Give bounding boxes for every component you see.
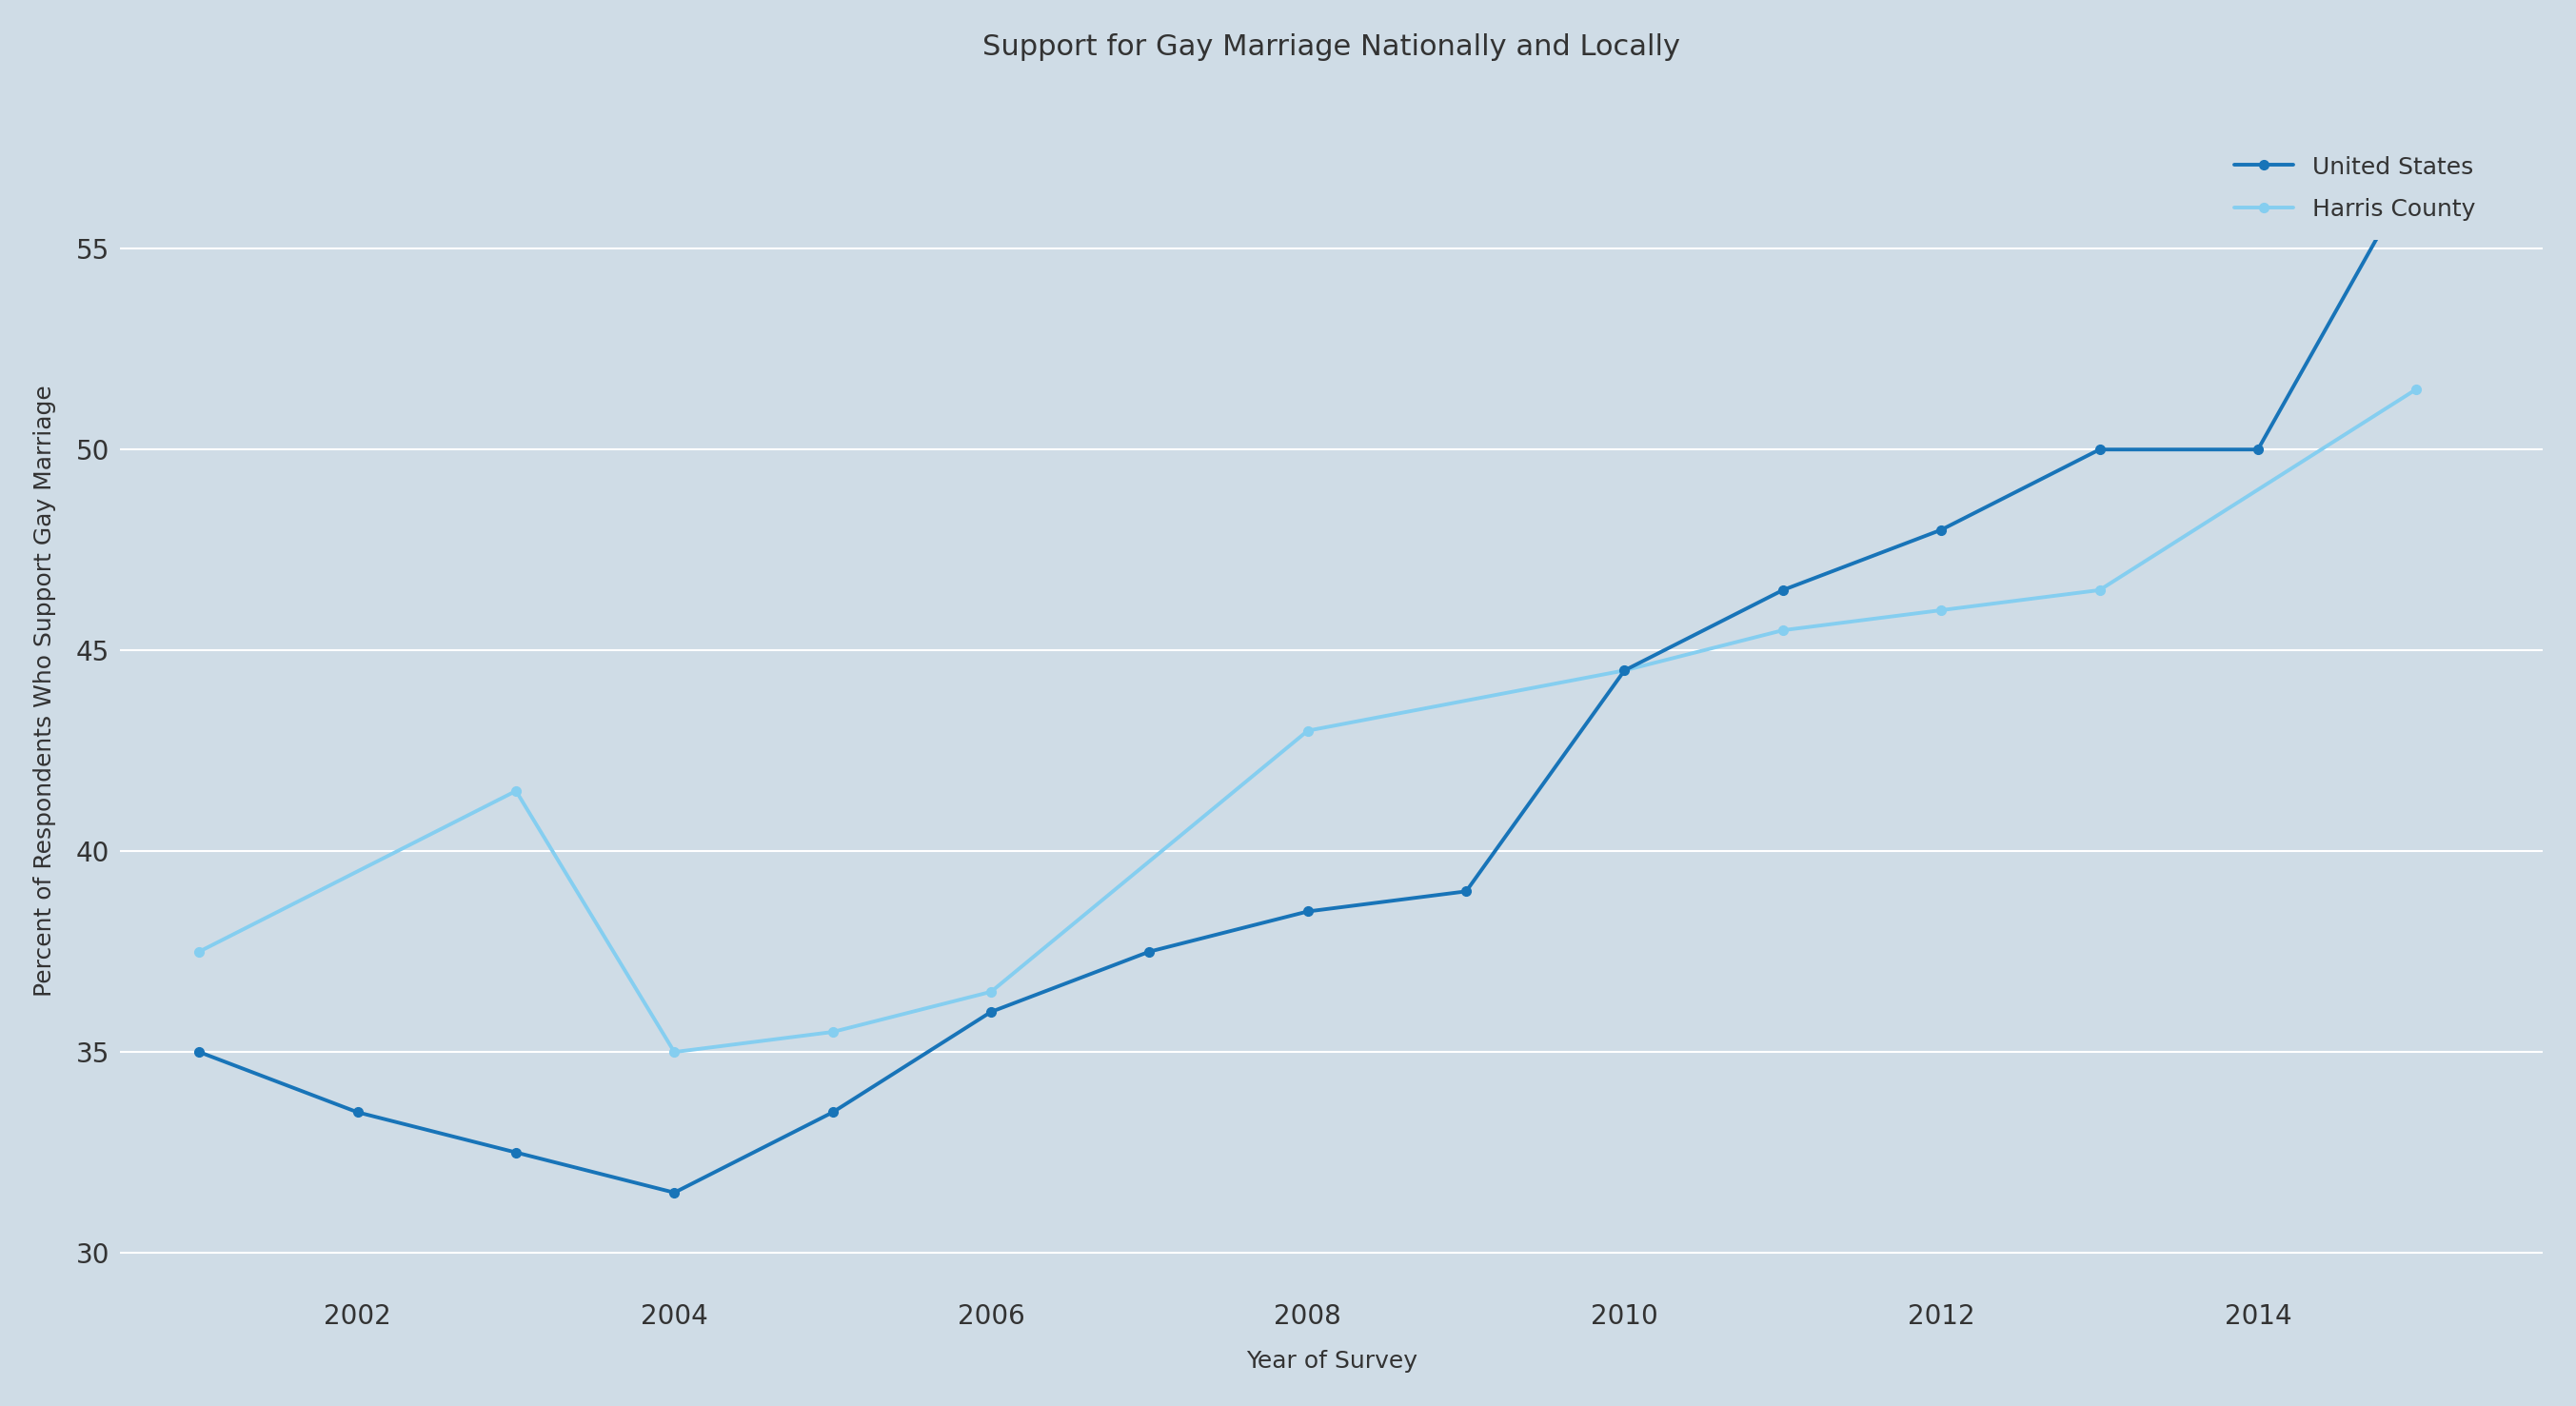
Harris County [817,1024,848,1040]
United States [500,1144,531,1161]
United States [1293,903,1324,920]
Harris County [2401,381,2432,398]
X-axis label: Year of Survey: Year of Survey [1247,1350,1417,1372]
United States [2244,441,2275,458]
Harris County [976,983,1007,1000]
United States [2401,160,2432,177]
United States [1767,582,1798,599]
Harris County [659,1043,690,1060]
Harris County [1767,621,1798,638]
Harris County [183,943,214,960]
United States [343,1104,374,1121]
United States [2084,441,2115,458]
Legend: United States, Harris County: United States, Harris County [2215,136,2494,240]
Line: United States: United States [196,163,2421,1198]
Line: Harris County: Harris County [196,385,2421,1057]
Harris County [2084,582,2115,599]
United States [183,1043,214,1060]
Harris County [500,783,531,800]
Title: Support for Gay Marriage Nationally and Locally: Support for Gay Marriage Nationally and … [981,34,1680,60]
Harris County [1610,662,1641,679]
Harris County [1293,723,1324,740]
United States [1133,943,1164,960]
United States [659,1184,690,1201]
United States [1610,662,1641,679]
Harris County [1927,602,1958,619]
United States [976,1004,1007,1021]
Y-axis label: Percent of Respondents Who Support Gay Marriage: Percent of Respondents Who Support Gay M… [33,385,57,997]
United States [817,1104,848,1121]
United States [1450,883,1481,900]
United States [1927,522,1958,538]
